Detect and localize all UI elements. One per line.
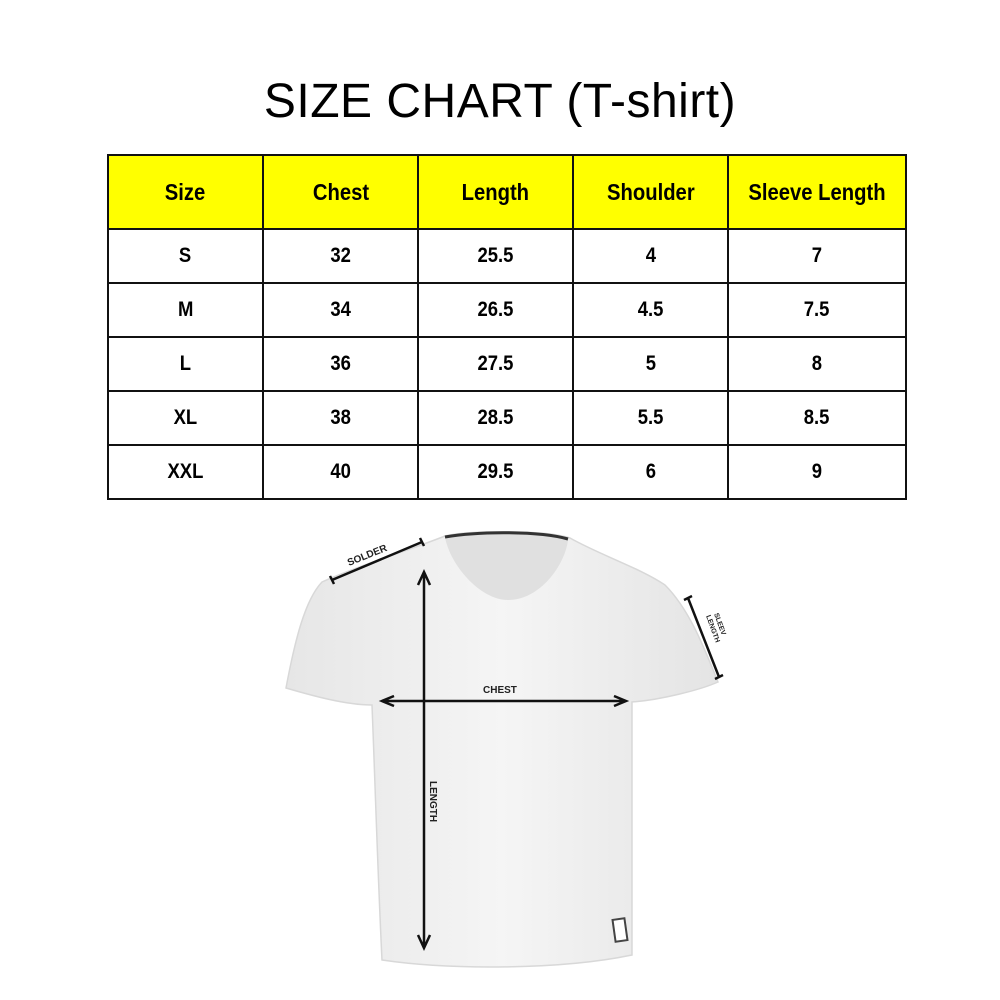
header-label: Sleeve Length [748, 178, 886, 205]
cell-value: 26.5 [477, 298, 514, 321]
header-label: Chest [312, 178, 369, 205]
header-label: Length [461, 178, 530, 205]
length-arrow [416, 569, 432, 951]
cell-value: 4 [645, 244, 656, 267]
cell-shoulder: 6 [572, 444, 729, 500]
cell-value: XL [173, 406, 198, 429]
cell-size: XXL [107, 444, 264, 500]
table-row: S 32 25.5 4 7 [107, 228, 907, 284]
cell-chest: 38 [262, 390, 419, 446]
cell-value: S [179, 244, 192, 267]
cell-value: 32 [330, 244, 351, 267]
tshirt-shape [285, 531, 719, 968]
cell-length: 25.5 [417, 228, 574, 284]
shoulder-measure-line [328, 537, 426, 585]
cell-sleeve-length: 8.5 [727, 390, 907, 446]
cell-value: 34 [330, 298, 351, 321]
cell-value: 36 [330, 352, 351, 375]
cell-length: 28.5 [417, 390, 574, 446]
page-title: SIZE CHART (T-shirt) [263, 75, 737, 128]
cell-value: 5.5 [637, 406, 664, 429]
table-header-row: Size Chest Length Shoulder Sleeve Length [107, 154, 907, 230]
cell-value: 40 [330, 460, 351, 483]
sleeve-measure-line [683, 594, 724, 681]
cell-value: 7.5 [804, 298, 830, 321]
header-chest: Chest [262, 154, 419, 230]
cell-sleeve-length: 9 [727, 444, 907, 500]
cell-size: M [107, 282, 264, 338]
cell-shoulder: 5 [572, 336, 729, 392]
cell-value: 29.5 [477, 460, 514, 483]
cell-value: 38 [330, 406, 351, 429]
cell-value: 5 [645, 352, 656, 375]
header-label: Shoulder [606, 178, 695, 205]
chest-arrow [378, 694, 630, 708]
table-row: XXL 40 29.5 6 9 [107, 444, 907, 500]
cell-length: 27.5 [417, 336, 574, 392]
cell-value: 7 [811, 244, 823, 267]
collar-inside [445, 533, 568, 600]
cell-chest: 36 [262, 336, 419, 392]
header-length: Length [417, 154, 574, 230]
cell-shoulder: 4.5 [572, 282, 729, 338]
cell-chest: 34 [262, 282, 419, 338]
brand-tag-icon [611, 917, 629, 943]
cell-size: S [107, 228, 264, 284]
cell-value: 8 [811, 352, 823, 375]
table-row: M 34 26.5 4.5 7.5 [107, 282, 907, 338]
cell-value: XXL [167, 460, 204, 483]
cell-sleeve-length: 7.5 [727, 282, 907, 338]
cell-size: XL [107, 390, 264, 446]
cell-value: 25.5 [477, 244, 514, 267]
header-size: Size [107, 154, 264, 230]
collar-trim [444, 531, 569, 541]
cell-length: 29.5 [417, 444, 574, 500]
cell-value: 4.5 [637, 298, 664, 321]
cell-value: 6 [645, 460, 656, 483]
length-label: LENGTH [427, 781, 438, 822]
cell-chest: 32 [262, 228, 419, 284]
cell-sleeve-length: 8 [727, 336, 907, 392]
header-label: Size [165, 178, 206, 205]
cell-value: 9 [811, 460, 823, 483]
size-chart-table: Size Chest Length Shoulder Sleeve Length S 32… [107, 154, 907, 500]
chest-label: CHEST [483, 685, 517, 696]
cell-shoulder: 4 [572, 228, 729, 284]
cell-sleeve-length: 7 [727, 228, 907, 284]
header-sleeve-length: Sleeve Length [727, 154, 907, 230]
cell-size: L [107, 336, 264, 392]
table-row: XL 38 28.5 5.5 8.5 [107, 390, 907, 446]
cell-length: 26.5 [417, 282, 574, 338]
table-row: L 36 27.5 5 8 [107, 336, 907, 392]
cell-chest: 40 [262, 444, 419, 500]
cell-shoulder: 5.5 [572, 390, 729, 446]
cell-value: M [177, 298, 194, 321]
cell-value: L [179, 352, 192, 375]
cell-value: 28.5 [477, 406, 514, 429]
cell-value: 27.5 [477, 352, 514, 375]
header-shoulder: Shoulder [572, 154, 729, 230]
cell-value: 8.5 [804, 406, 830, 429]
